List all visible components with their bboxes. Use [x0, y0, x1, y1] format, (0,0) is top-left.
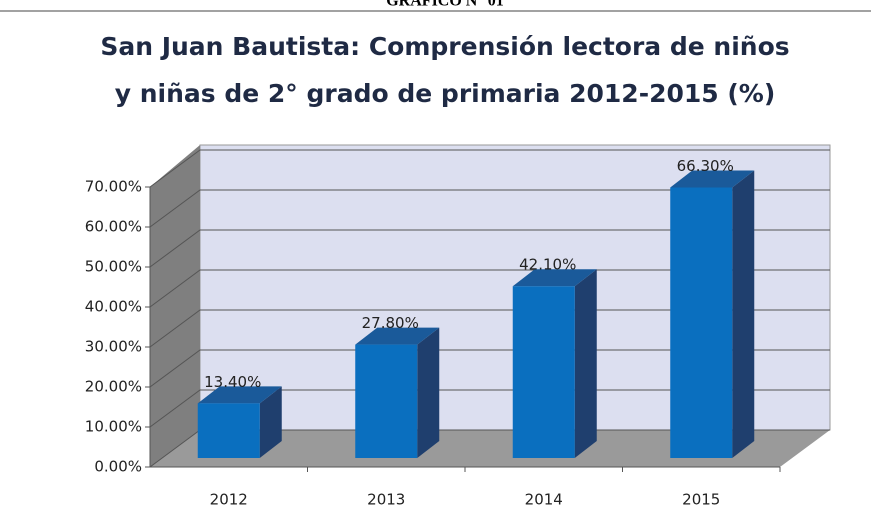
- grid-line: [149, 389, 830, 428]
- y-tick-label: 0.00%: [94, 458, 142, 476]
- side-wall: [150, 145, 200, 467]
- y-tick-label: 50.00%: [85, 258, 142, 276]
- x-tick-label: 2012: [210, 491, 248, 509]
- grid-line: [149, 309, 830, 348]
- x-tick-label: 2013: [367, 491, 405, 509]
- y-tick-label: 60.00%: [85, 218, 142, 236]
- y-tick-label: 70.00%: [85, 178, 142, 196]
- value-label: 66.30%: [677, 157, 734, 175]
- bar-side: [259, 386, 282, 458]
- y-tick-label: 40.00%: [85, 298, 142, 316]
- x-tick-label: 2014: [525, 491, 563, 509]
- chart-title: y niñas de 2° grado de primaria 2012-201…: [115, 79, 776, 108]
- bar-side: [574, 269, 597, 458]
- bar-side: [732, 170, 755, 458]
- value-label: 13.40%: [204, 373, 261, 391]
- y-tick-label: 30.00%: [85, 338, 142, 356]
- grid-line: [149, 269, 830, 308]
- bar: [197, 403, 260, 458]
- grid-line: [149, 229, 830, 268]
- bar: [355, 344, 418, 458]
- y-tick-label: 10.00%: [85, 418, 142, 436]
- floor: [150, 430, 830, 467]
- bar-top: [197, 386, 282, 404]
- y-tick-label: 20.00%: [85, 378, 142, 396]
- bar: [670, 187, 733, 458]
- bar-top: [670, 170, 755, 188]
- value-label: 42.10%: [519, 256, 576, 274]
- grid-line: [149, 189, 830, 228]
- chart-title: San Juan Bautista: Comprensión lectora d…: [100, 32, 789, 61]
- bar: [512, 286, 575, 458]
- bar-top: [355, 327, 440, 345]
- grid-line: [149, 149, 830, 188]
- bar-top: [512, 269, 597, 287]
- x-tick-label: 2015: [682, 491, 720, 509]
- value-label: 27.80%: [362, 314, 419, 332]
- header: GRÁFICO N° 01: [386, 0, 504, 10]
- grid-line: [149, 349, 830, 388]
- bar-side: [417, 327, 440, 458]
